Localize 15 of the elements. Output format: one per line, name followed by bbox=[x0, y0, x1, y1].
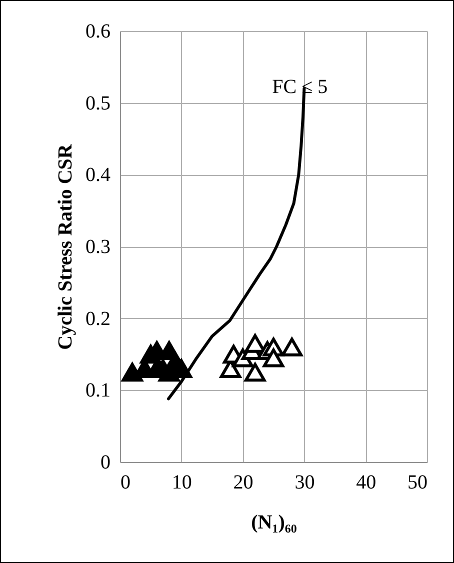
x-tick-label: 20 bbox=[233, 472, 254, 494]
y-tick-label: 0.3 bbox=[86, 236, 110, 258]
y-tick-label: 0.5 bbox=[86, 92, 110, 114]
x-tick-label: 0 bbox=[120, 472, 130, 494]
x-tick-label: 10 bbox=[172, 472, 192, 494]
y-tick-label: 0.6 bbox=[86, 20, 110, 42]
x-tick-label: 40 bbox=[356, 472, 376, 494]
x-tick-label: 30 bbox=[294, 472, 315, 494]
y-tick-label: 0.2 bbox=[86, 308, 110, 330]
x-axis-title: (N₁)₆₀ bbox=[251, 512, 297, 534]
y-tick-label: 0 bbox=[100, 452, 110, 474]
x-tick-label: 50 bbox=[408, 472, 428, 494]
y-axis-title: Cyclic Stress Ratio CSR bbox=[54, 144, 76, 350]
y-tick-label: 0.1 bbox=[86, 380, 110, 402]
y-tick-label: 0.4 bbox=[86, 164, 110, 186]
